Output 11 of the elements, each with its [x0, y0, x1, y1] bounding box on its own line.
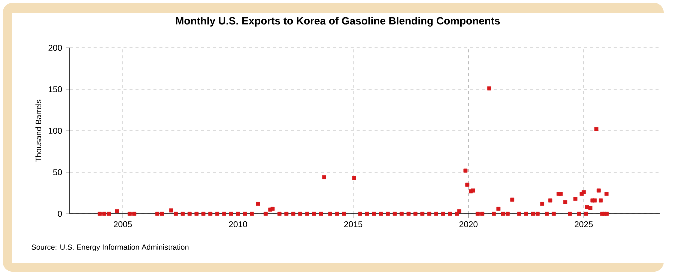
- x-tick-label: 2025: [574, 222, 594, 228]
- y-tick-label: 0: [58, 211, 62, 217]
- x-tick-label: 2005: [114, 222, 132, 228]
- y-tick-label: 50: [53, 170, 62, 176]
- y-tick-label: 100: [49, 128, 62, 134]
- chart-title: Monthly U.S. Exports to Korea of Gasoline Blending Components: [176, 17, 500, 27]
- x-tick-label: 2010: [229, 222, 248, 228]
- y-tick-label: 150: [49, 86, 62, 92]
- y-tick-label: 200: [48, 45, 62, 51]
- x-tick-label: 2020: [460, 222, 478, 228]
- x-tick-label: 2015: [344, 222, 363, 228]
